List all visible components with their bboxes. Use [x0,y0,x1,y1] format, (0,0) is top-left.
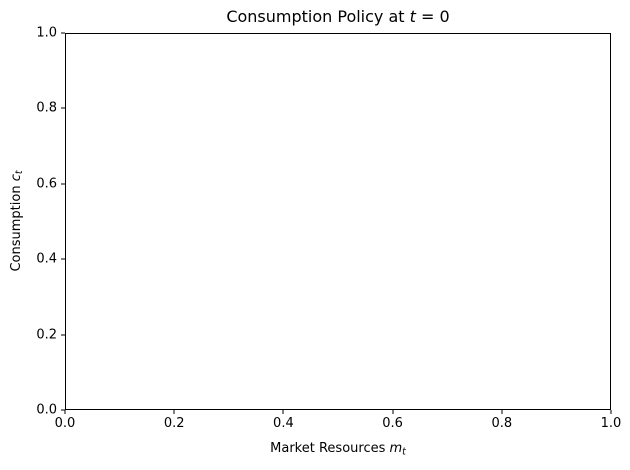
y-axis-label: Consumption ct [9,170,25,271]
y-tick-mark [61,258,65,260]
y-tick-label: 0.4 [36,251,57,267]
x-tick-mark [282,410,284,414]
y-tick-label: 0.2 [36,327,57,343]
plot-area [65,33,611,410]
x-axis-label-variable: m [389,441,403,456]
y-tick-label: 1.0 [36,25,57,41]
y-tick-mark [61,107,65,109]
y-tick-mark [61,32,65,34]
chart-title-equation: = 0 [415,7,450,26]
chart-title-text: Consumption Policy at [226,7,410,26]
y-tick-mark [61,409,65,411]
y-axis-tick-labels: 0.0 0.2 0.4 0.6 0.8 1.0 [0,26,57,418]
y-tick-mark [61,334,65,336]
x-tick-label: 1.0 [600,416,622,431]
y-axis-label-subscript: t [14,170,26,175]
x-tick-label: 0.8 [491,416,513,431]
x-tick-mark [173,410,175,414]
x-axis-tick-marks [64,410,612,414]
x-tick-label: 0.4 [273,416,294,431]
x-tick-label: 0.6 [382,416,403,431]
y-axis-tick-marks [61,32,65,411]
chart-title-variable: t [409,7,416,26]
x-axis-tick-labels: 0.0 0.2 0.4 0.6 0.8 1.0 [55,416,622,431]
x-tick-mark [64,410,66,414]
y-axis-label-text: Consumption [8,181,24,272]
y-axis-label-variable: c [8,174,24,182]
chart-title: Consumption Policy at t = 0 [65,7,611,26]
x-tick-mark [610,410,612,414]
y-tick-mark [61,183,65,185]
x-tick-label: 0.0 [54,416,76,431]
x-tick-mark [501,410,503,414]
y-tick-label: 0.8 [36,100,57,116]
x-axis-label-subscript: t [402,446,406,458]
x-axis-label: Market Resources mt [65,441,611,457]
y-tick-label: 0.0 [36,402,57,418]
x-tick-mark [392,410,394,414]
x-tick-label: 0.2 [163,416,185,431]
x-axis-label-text: Market Resources [270,441,390,456]
y-tick-label: 0.6 [36,176,57,192]
